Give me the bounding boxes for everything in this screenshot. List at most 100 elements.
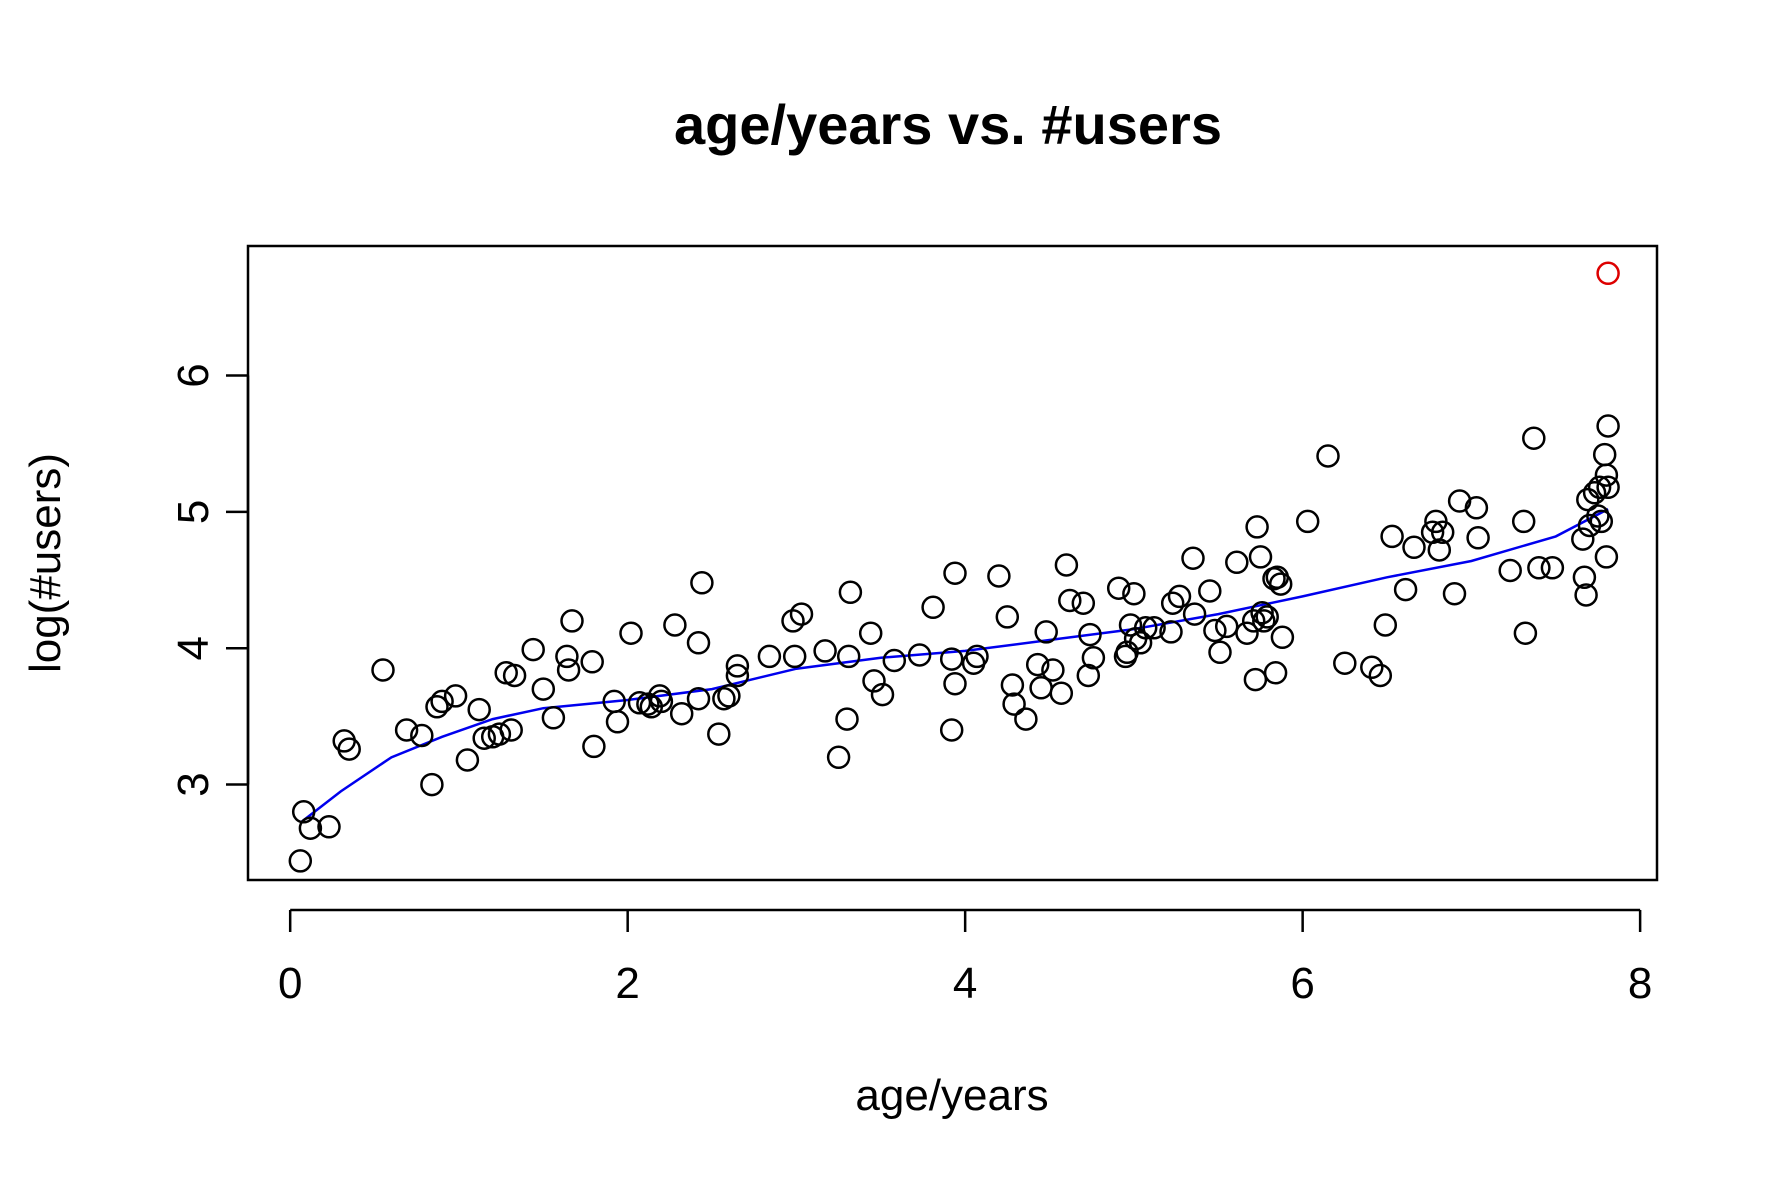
data-point: [1182, 602, 1207, 626]
data-point: [1316, 444, 1340, 468]
data-point: [1250, 601, 1274, 625]
points-layer: [288, 261, 1620, 873]
data-point: [1596, 414, 1620, 438]
x-tick-label: 6: [1290, 959, 1314, 1008]
data-point: [1393, 577, 1418, 602]
x-axis: 0 2 4 6 8: [278, 908, 1652, 1008]
data-point: [455, 748, 480, 772]
data-point: [1058, 588, 1082, 613]
data-point: [556, 658, 581, 682]
data-point: [394, 718, 419, 742]
data-point: [420, 772, 444, 797]
data-point: [1268, 572, 1293, 596]
data-point: [1442, 581, 1467, 606]
data-point: [560, 609, 584, 633]
data-point: [1078, 622, 1102, 647]
data-point: [1014, 707, 1038, 731]
data-point: [663, 613, 687, 637]
data-point: [1245, 515, 1269, 539]
data-point: [858, 621, 883, 645]
data-point: [1076, 663, 1101, 688]
data-point: [1402, 535, 1426, 560]
data-point: [686, 631, 711, 655]
data-point: [836, 644, 861, 669]
data-point: [1380, 524, 1404, 549]
data-point: [1540, 556, 1565, 580]
data-point: [1466, 526, 1490, 550]
data-point: [1594, 463, 1619, 487]
data-point: [725, 654, 750, 678]
data-point: [1159, 620, 1183, 644]
y-tick-label: 3: [169, 772, 218, 796]
y-tick-label: 5: [169, 500, 218, 524]
y-axis: 3 4 5 6: [169, 363, 250, 797]
data-point: [1248, 545, 1273, 569]
data-point: [472, 726, 496, 750]
data-point: [686, 686, 711, 711]
data-point: [1571, 527, 1595, 551]
data-point: [1592, 442, 1617, 467]
data-point: [605, 710, 630, 734]
data-point: [531, 677, 556, 701]
fit-line: [299, 507, 1609, 824]
data-point: [717, 684, 741, 708]
data-point: [1263, 661, 1288, 685]
data-point: [1572, 565, 1597, 590]
data-point: [882, 648, 907, 673]
data-point: [1000, 673, 1025, 697]
data-point: [1430, 520, 1455, 545]
data-point: [1142, 616, 1166, 640]
data-point: [1255, 605, 1279, 629]
data-point: [907, 643, 932, 667]
data-point: [371, 658, 395, 682]
data-point: [649, 689, 674, 714]
data-point: [965, 644, 989, 669]
data-point: [1586, 504, 1610, 528]
x-tick-label: 0: [278, 959, 302, 1008]
data-point: [995, 605, 1020, 629]
data-point: [298, 816, 323, 840]
data-point: [1360, 655, 1384, 680]
data-point: [291, 800, 316, 824]
data-point: [669, 701, 694, 726]
data-point: [467, 697, 491, 722]
data-point: [1081, 646, 1106, 670]
data-point: [1203, 618, 1227, 643]
data-point: [1002, 692, 1026, 716]
data-point: [1133, 616, 1158, 640]
data-point: [555, 644, 579, 669]
data-point: [1167, 584, 1192, 609]
data-point: [1587, 475, 1612, 500]
data-point: [939, 647, 964, 671]
data-point: [1333, 651, 1357, 675]
data-point: [835, 707, 859, 731]
data-point: [582, 734, 606, 759]
data-point: [1106, 576, 1131, 600]
data-point: [725, 663, 750, 688]
data-point: [781, 609, 805, 633]
data-point: [317, 815, 341, 839]
data-point: [1025, 652, 1050, 677]
data-point: [1122, 581, 1146, 606]
data-point: [943, 671, 967, 696]
y-axis-label: log(#users): [21, 453, 70, 673]
data-point: [1118, 613, 1143, 637]
data-point: [1574, 583, 1598, 607]
data-point: [1522, 426, 1546, 450]
data-point: [1368, 663, 1393, 688]
data-point: [1270, 625, 1295, 650]
data-point: [1208, 640, 1232, 665]
data-point: [430, 689, 454, 714]
y-tick-label: 6: [169, 363, 218, 387]
data-point: [838, 580, 863, 605]
data-point: [1241, 609, 1266, 633]
x-axis-label: age/years: [855, 1071, 1048, 1120]
data-point: [499, 718, 523, 742]
data-point: [1034, 620, 1058, 644]
data-point: [826, 745, 851, 770]
data-point: [1252, 609, 1276, 633]
data-point: [690, 571, 714, 595]
data-point: [1049, 681, 1074, 705]
